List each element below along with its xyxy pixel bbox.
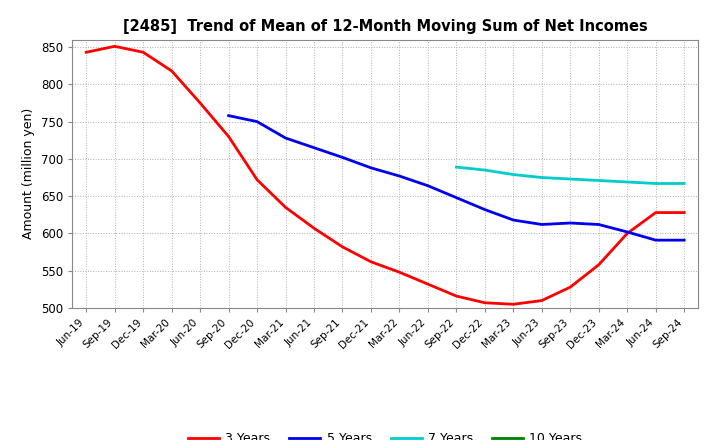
Title: [2485]  Trend of Mean of 12-Month Moving Sum of Net Incomes: [2485] Trend of Mean of 12-Month Moving … <box>123 19 647 34</box>
5 Years <box>509 217 518 223</box>
3 Years <box>452 293 461 299</box>
5 Years <box>310 145 318 150</box>
3 Years <box>82 50 91 55</box>
5 Years <box>623 229 631 235</box>
7 Years <box>623 180 631 185</box>
Line: 7 Years: 7 Years <box>456 167 684 183</box>
Line: 3 Years: 3 Years <box>86 46 684 304</box>
3 Years <box>566 285 575 290</box>
Y-axis label: Amount (million yen): Amount (million yen) <box>22 108 35 239</box>
5 Years <box>480 207 489 212</box>
7 Years <box>537 175 546 180</box>
5 Years <box>652 238 660 243</box>
3 Years <box>509 302 518 307</box>
7 Years <box>480 168 489 173</box>
3 Years <box>110 44 119 49</box>
5 Years <box>680 238 688 243</box>
5 Years <box>225 113 233 118</box>
5 Years <box>253 119 261 124</box>
3 Years <box>225 134 233 139</box>
5 Years <box>537 222 546 227</box>
3 Years <box>167 68 176 73</box>
5 Years <box>282 136 290 141</box>
3 Years <box>537 298 546 303</box>
3 Years <box>595 262 603 268</box>
Line: 5 Years: 5 Years <box>229 116 684 240</box>
3 Years <box>338 244 347 249</box>
3 Years <box>395 270 404 275</box>
5 Years <box>566 220 575 226</box>
7 Years <box>652 181 660 186</box>
Legend: 3 Years, 5 Years, 7 Years, 10 Years: 3 Years, 5 Years, 7 Years, 10 Years <box>183 427 588 440</box>
3 Years <box>282 205 290 210</box>
7 Years <box>595 178 603 183</box>
3 Years <box>652 210 660 215</box>
3 Years <box>623 231 631 236</box>
5 Years <box>338 155 347 160</box>
3 Years <box>310 226 318 231</box>
5 Years <box>595 222 603 227</box>
3 Years <box>196 100 204 106</box>
7 Years <box>452 165 461 170</box>
7 Years <box>566 176 575 182</box>
7 Years <box>509 172 518 177</box>
3 Years <box>253 177 261 183</box>
5 Years <box>423 183 432 188</box>
5 Years <box>395 173 404 179</box>
3 Years <box>680 210 688 215</box>
3 Years <box>423 282 432 287</box>
7 Years <box>680 181 688 186</box>
3 Years <box>480 300 489 305</box>
5 Years <box>366 165 375 170</box>
3 Years <box>366 259 375 264</box>
3 Years <box>139 50 148 55</box>
5 Years <box>452 195 461 200</box>
